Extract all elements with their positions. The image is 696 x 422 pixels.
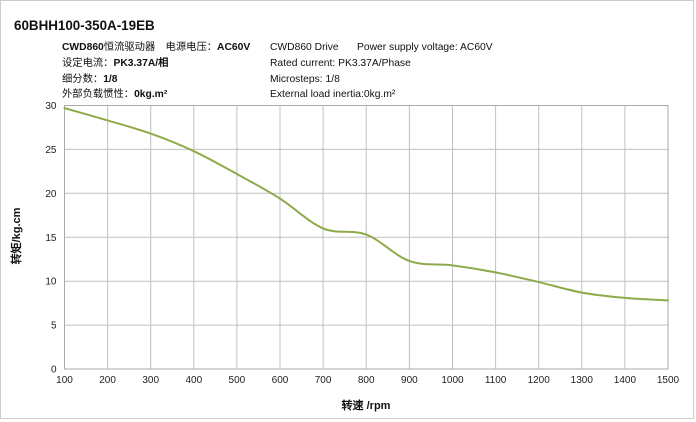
svg-text:400: 400 <box>185 375 202 386</box>
svg-text:1000: 1000 <box>441 375 464 386</box>
svg-text:15: 15 <box>45 233 57 244</box>
svg-text:0: 0 <box>51 365 57 376</box>
svg-text:10: 10 <box>45 277 57 288</box>
svg-text:100: 100 <box>56 375 73 386</box>
svg-text:5: 5 <box>51 321 57 332</box>
svg-text:200: 200 <box>99 375 116 386</box>
svg-text:转速 /rpm: 转速 /rpm <box>342 398 391 412</box>
svg-text:1300: 1300 <box>571 375 594 386</box>
svg-text:20: 20 <box>45 189 57 200</box>
svg-text:1100: 1100 <box>485 375 507 386</box>
svg-text:30: 30 <box>45 101 57 112</box>
svg-text:300: 300 <box>142 375 159 386</box>
svg-text:600: 600 <box>272 375 289 386</box>
svg-text:1500: 1500 <box>657 375 680 386</box>
svg-text:1400: 1400 <box>614 375 637 386</box>
svg-text:1200: 1200 <box>528 375 551 386</box>
svg-text:25: 25 <box>45 145 57 156</box>
svg-text:800: 800 <box>358 375 375 386</box>
svg-text:转矩/kg.cm: 转矩/kg.cm <box>9 207 23 264</box>
svg-text:900: 900 <box>401 375 418 386</box>
svg-text:700: 700 <box>315 375 332 386</box>
svg-text:500: 500 <box>229 375 246 386</box>
